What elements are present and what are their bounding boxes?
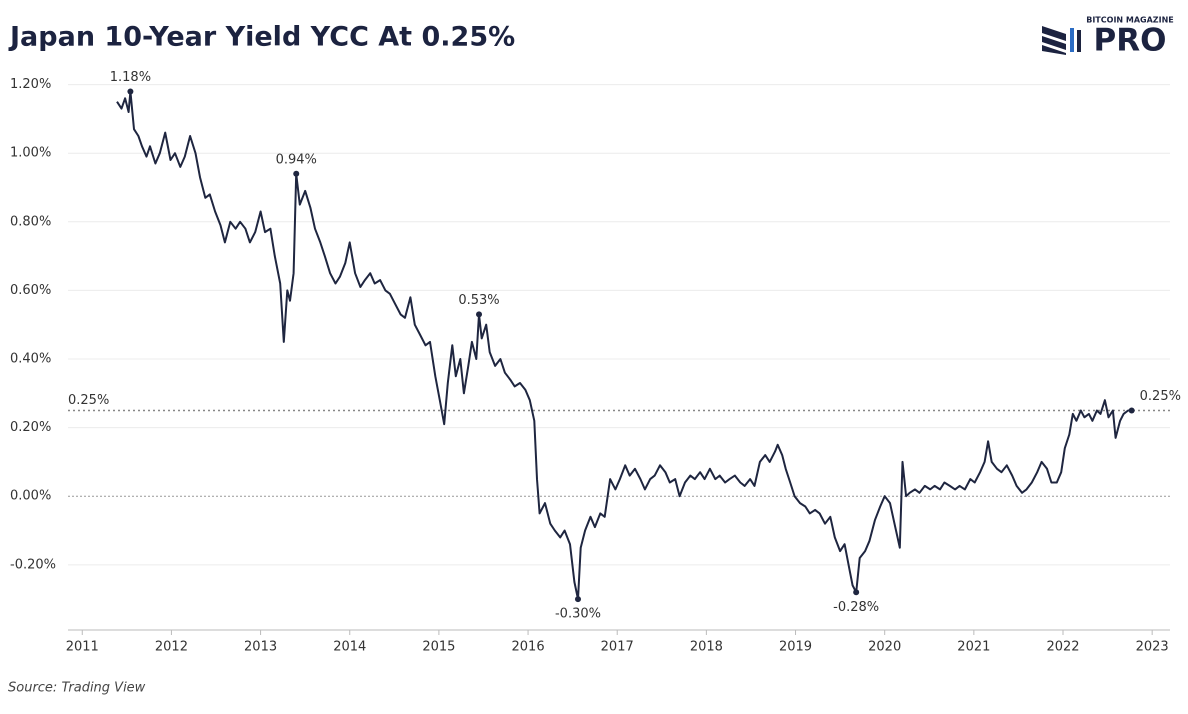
- annotation-label: -0.28%: [833, 600, 879, 615]
- x-tick-label: 2016: [512, 640, 545, 655]
- annotation-label: 0.53%: [458, 293, 499, 308]
- annotation-label: 0.94%: [276, 152, 317, 167]
- annotation-label: -0.30%: [555, 607, 601, 622]
- annotation-label: 1.18%: [110, 70, 151, 85]
- x-tick-label: 2018: [690, 640, 723, 655]
- source: Source: Trading View: [8, 681, 146, 696]
- x-tick-label: 2015: [422, 640, 455, 655]
- x-tick-label: 2020: [868, 640, 901, 655]
- annotation-point: [293, 170, 300, 177]
- y-tick-label: 0.80%: [10, 214, 51, 229]
- x-tick-label: 2022: [1046, 640, 1079, 655]
- x-tick-label: 2013: [244, 640, 277, 655]
- annotation-point: [574, 596, 581, 603]
- logo-icon: [1042, 26, 1081, 55]
- chart-title: Japan 10-Year Yield YCC At 0.25%: [8, 22, 515, 53]
- data-line: [116, 90, 1132, 601]
- reference-label: 0.25%: [68, 393, 109, 408]
- logo-main: PRO: [1094, 23, 1167, 59]
- annotation-label: 0.25%: [1140, 389, 1181, 404]
- x-tick-label: 2023: [1136, 640, 1169, 655]
- annotation-point: [1128, 407, 1135, 414]
- annotation-point: [476, 311, 483, 318]
- annotation-point: [853, 589, 860, 596]
- x-tick-label: 2012: [155, 640, 188, 655]
- y-tick-label: 1.20%: [10, 77, 51, 92]
- y-tick-label: 0.00%: [10, 489, 51, 504]
- y-tick-label: 0.40%: [10, 352, 51, 367]
- x-tick-label: 2019: [779, 640, 812, 655]
- y-tick-label: 0.20%: [10, 420, 51, 435]
- y-tick-label: 1.00%: [10, 146, 51, 161]
- y-tick-label: -0.20%: [10, 557, 56, 572]
- logo-top: BITCOIN MAGAZINE: [1086, 16, 1174, 25]
- logo: BITCOIN MAGAZINE PRO: [1042, 16, 1174, 59]
- x-tick-label: 2014: [333, 640, 366, 655]
- x-tick-label: 2017: [601, 640, 634, 655]
- y-tick-label: 0.60%: [10, 283, 51, 298]
- annotation-point: [127, 88, 134, 95]
- x-tick-label: 2011: [66, 640, 99, 655]
- x-tick-label: 2021: [957, 640, 990, 655]
